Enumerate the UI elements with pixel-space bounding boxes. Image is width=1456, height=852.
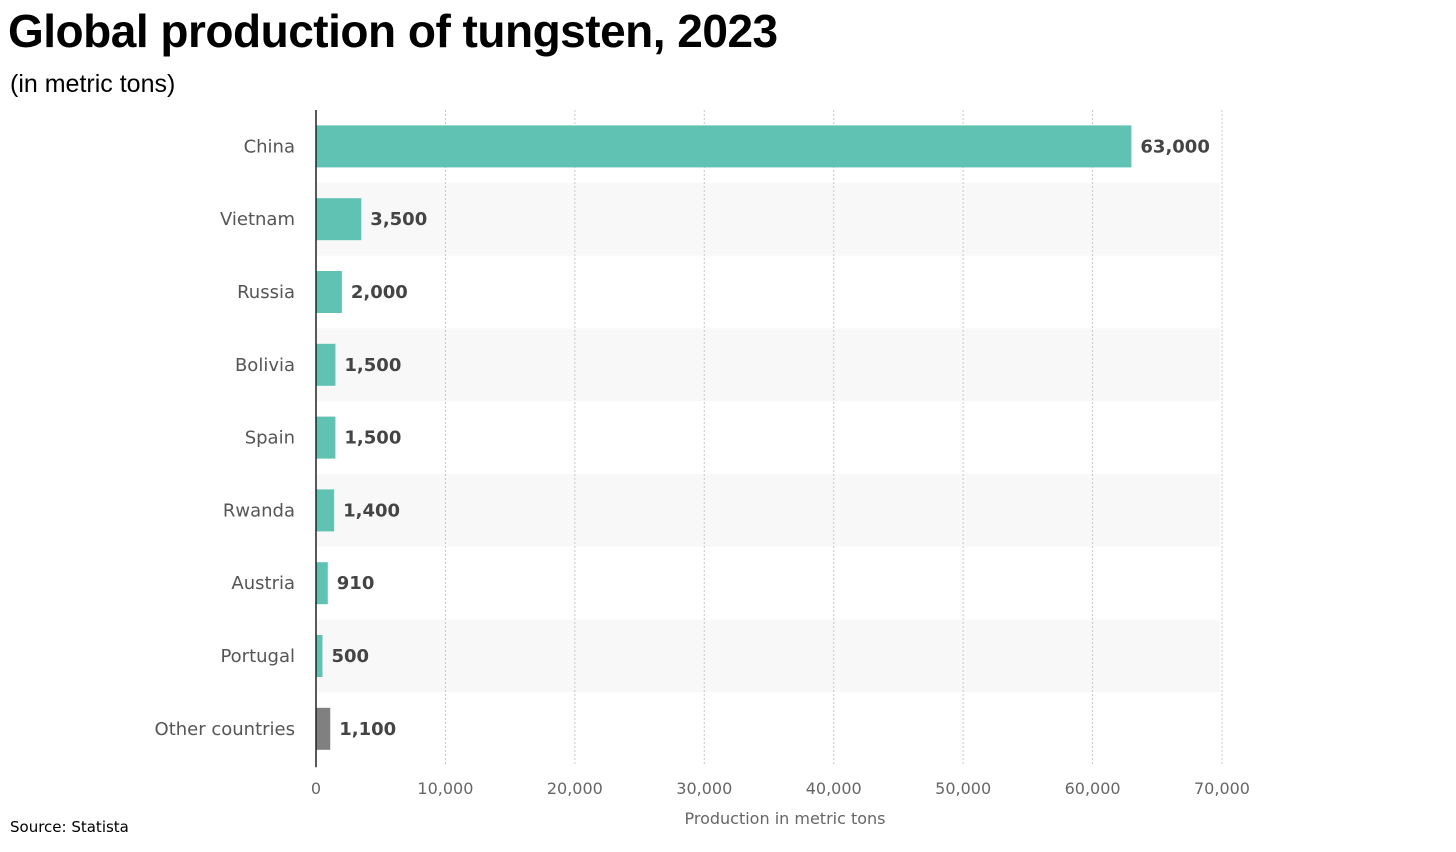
- data-label: 1,500: [344, 355, 401, 376]
- data-label: 1,500: [344, 428, 401, 449]
- x-tick-label: 10,000: [417, 779, 473, 798]
- category-label: Austria: [231, 573, 295, 594]
- source-note: Source: Statista: [10, 818, 129, 836]
- data-label: 63,000: [1140, 136, 1209, 157]
- data-label: 500: [331, 646, 369, 667]
- chart-title: Global production of tungsten, 2023: [8, 5, 778, 57]
- category-label: Russia: [237, 282, 295, 303]
- row-band: [316, 619, 1220, 693]
- category-label: Other countries: [155, 719, 295, 740]
- category-label: Vietnam: [220, 209, 295, 230]
- bar: [316, 707, 331, 750]
- bar: [316, 271, 342, 313]
- bar: [316, 489, 335, 532]
- bar: [316, 343, 336, 386]
- x-tick-label: 30,000: [676, 779, 732, 798]
- bar: [316, 198, 362, 241]
- x-axis-title: Production in metric tons: [684, 809, 885, 828]
- x-tick-label: 20,000: [547, 779, 603, 798]
- bar: [316, 635, 323, 677]
- category-label: Bolivia: [235, 355, 295, 376]
- x-tick-label: 60,000: [1065, 779, 1121, 798]
- row-band: [316, 182, 1220, 256]
- x-tick-label: 40,000: [806, 779, 862, 798]
- category-label: Portugal: [220, 646, 295, 667]
- data-label: 1,400: [343, 500, 400, 521]
- data-label: 1,100: [339, 719, 396, 740]
- x-tick-label: 50,000: [935, 779, 991, 798]
- category-label: Spain: [245, 428, 295, 449]
- row-band: [316, 474, 1220, 547]
- bar: [316, 416, 336, 459]
- category-label: China: [244, 136, 295, 157]
- category-label: Rwanda: [223, 500, 295, 521]
- data-label: 2,000: [351, 282, 408, 303]
- x-tick-label: 0: [311, 779, 321, 798]
- bar: [316, 125, 1132, 168]
- bar: [316, 562, 328, 605]
- x-tick-label: 70,000: [1194, 779, 1250, 798]
- row-band: [316, 328, 1220, 402]
- chart-subtitle: (in metric tons): [10, 70, 176, 98]
- data-label: 910: [337, 573, 375, 594]
- data-label: 3,500: [370, 209, 427, 230]
